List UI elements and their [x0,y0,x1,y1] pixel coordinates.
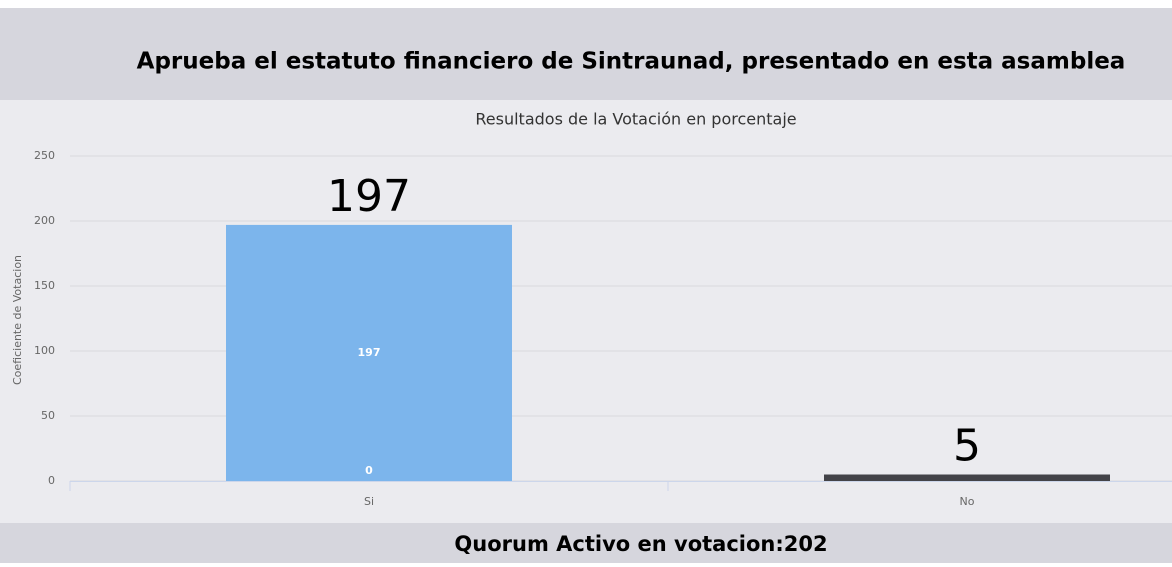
x-tick-label: Si [364,495,374,508]
y-tick-label: 0 [48,474,55,487]
x-tick-label: No [960,495,975,508]
header-title: Aprueba el estatuto financiero de Sintra… [137,49,1126,75]
inner-data-label: 197 [358,346,381,359]
chart-title: Resultados de la Votación en porcentaje [475,110,796,129]
top-strip [0,0,1172,8]
base-data-label: 0 [365,464,373,477]
chart-area [0,100,1172,523]
y-tick-label: 50 [41,409,55,422]
header-band [0,8,1172,100]
footer-text: Quorum Activo en votacion:202 [454,532,827,556]
data-label: 197 [327,171,411,222]
bar [226,224,512,481]
y-tick-label: 100 [34,344,55,357]
y-tick-label: 200 [34,214,55,227]
y-axis-label: Coeficiente de Votacion [11,255,24,385]
footer-band [0,523,1172,563]
bar [824,474,1110,481]
data-label: 5 [953,421,981,472]
y-tick-label: 250 [34,149,55,162]
y-tick-label: 150 [34,279,55,292]
